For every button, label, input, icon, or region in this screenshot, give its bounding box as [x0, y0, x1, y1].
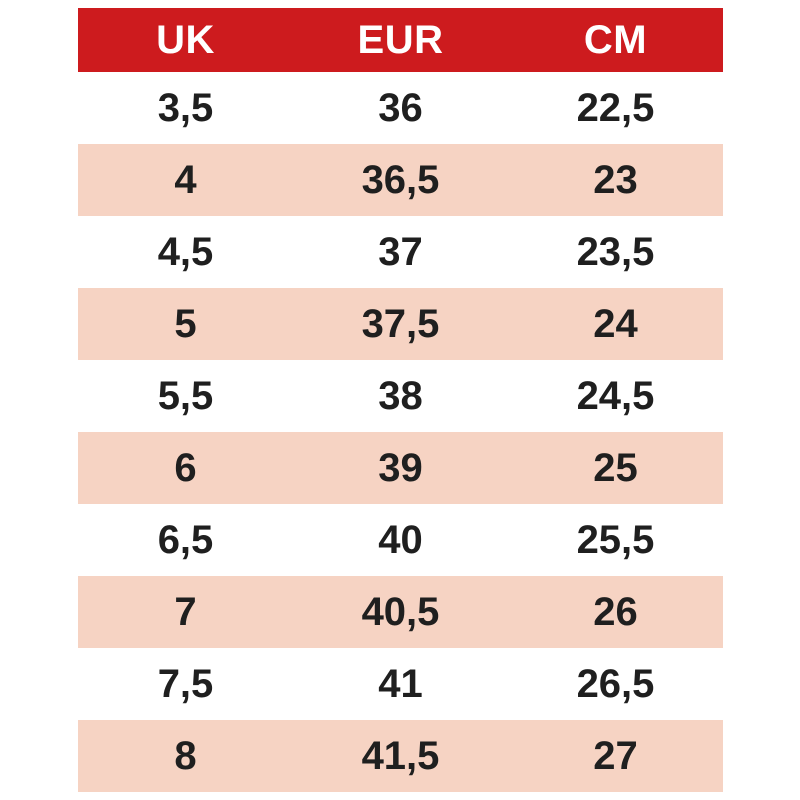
- column-header-eur: EUR: [293, 8, 508, 72]
- cell-eur: 40,5: [293, 576, 508, 648]
- table-row: 4 36,5 23: [78, 144, 723, 216]
- cell-eur: 39: [293, 432, 508, 504]
- table-row: 7,5 41 26,5: [78, 648, 723, 720]
- cell-uk: 4,5: [78, 216, 293, 288]
- cell-eur: 37: [293, 216, 508, 288]
- table-row: 8 41,5 27: [78, 720, 723, 792]
- column-header-cm: CM: [508, 8, 723, 72]
- cell-eur: 41,5: [293, 720, 508, 792]
- cell-cm: 23: [508, 144, 723, 216]
- cell-cm: 25,5: [508, 504, 723, 576]
- table-row: 4,5 37 23,5: [78, 216, 723, 288]
- size-conversion-table-container: UK EUR CM 3,5 36 22,5 4 36,5 23 4,5 37 2…: [78, 8, 723, 792]
- column-header-uk: UK: [78, 8, 293, 72]
- cell-cm: 25: [508, 432, 723, 504]
- cell-uk: 5: [78, 288, 293, 360]
- table-row: 6,5 40 25,5: [78, 504, 723, 576]
- table-row: 3,5 36 22,5: [78, 72, 723, 144]
- cell-uk: 4: [78, 144, 293, 216]
- cell-cm: 26: [508, 576, 723, 648]
- cell-uk: 5,5: [78, 360, 293, 432]
- cell-cm: 24: [508, 288, 723, 360]
- cell-cm: 24,5: [508, 360, 723, 432]
- size-conversion-table: UK EUR CM 3,5 36 22,5 4 36,5 23 4,5 37 2…: [78, 8, 723, 792]
- table-row: 6 39 25: [78, 432, 723, 504]
- cell-eur: 41: [293, 648, 508, 720]
- cell-cm: 22,5: [508, 72, 723, 144]
- table-body: 3,5 36 22,5 4 36,5 23 4,5 37 23,5 5 37,5…: [78, 72, 723, 792]
- table-row: 7 40,5 26: [78, 576, 723, 648]
- cell-eur: 38: [293, 360, 508, 432]
- cell-uk: 7: [78, 576, 293, 648]
- table-row: 5,5 38 24,5: [78, 360, 723, 432]
- cell-uk: 7,5: [78, 648, 293, 720]
- cell-cm: 23,5: [508, 216, 723, 288]
- cell-eur: 37,5: [293, 288, 508, 360]
- table-header: UK EUR CM: [78, 8, 723, 72]
- cell-uk: 8: [78, 720, 293, 792]
- cell-cm: 27: [508, 720, 723, 792]
- cell-cm: 26,5: [508, 648, 723, 720]
- table-row: 5 37,5 24: [78, 288, 723, 360]
- cell-uk: 6: [78, 432, 293, 504]
- header-row: UK EUR CM: [78, 8, 723, 72]
- cell-eur: 36,5: [293, 144, 508, 216]
- cell-eur: 40: [293, 504, 508, 576]
- cell-uk: 3,5: [78, 72, 293, 144]
- cell-eur: 36: [293, 72, 508, 144]
- cell-uk: 6,5: [78, 504, 293, 576]
